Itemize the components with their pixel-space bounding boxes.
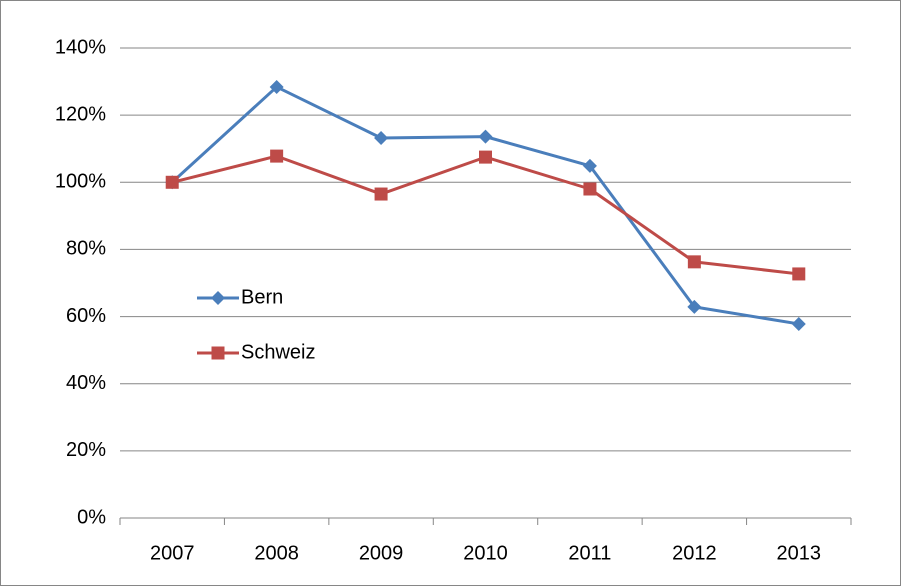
x-tick-label: 2013 [777,542,822,564]
y-tick-label: 120% [55,103,106,125]
x-tick-label: 2008 [254,542,299,564]
data-point [165,175,179,189]
x-tick-label: 2011 [568,542,611,564]
x-tick-label: 2012 [672,542,717,564]
y-tick-label: 60% [66,305,106,327]
data-point [270,149,284,163]
legend-marker [211,346,225,360]
x-tick-label: 2010 [463,542,508,564]
y-tick-label: 0% [77,506,106,528]
data-point [583,182,597,196]
y-tick-label: 100% [55,171,106,193]
y-tick-label: 80% [66,238,106,260]
data-point [374,187,388,201]
data-point [374,130,389,145]
y-tick-label: 20% [66,439,106,461]
legend-label: Bern [241,286,283,308]
data-point [791,316,806,331]
y-tick-label: 40% [66,372,106,394]
y-tick-label: 140% [55,36,106,58]
data-point [687,299,702,314]
data-point [687,255,701,269]
data-point [269,79,284,94]
legend-label: Schweiz [241,341,315,363]
x-tick-label: 2009 [359,542,404,564]
legend-marker [211,291,225,305]
x-tick-label: 2007 [150,542,195,564]
data-point [582,158,597,173]
data-point [478,129,493,144]
data-point [479,150,492,164]
data-point [792,267,806,281]
